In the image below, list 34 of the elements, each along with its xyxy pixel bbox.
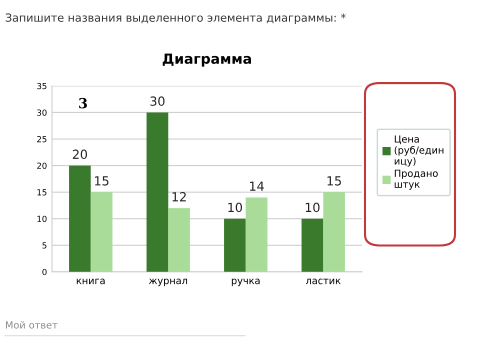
data-label: 15 — [328, 176, 341, 186]
x-tick-label: ручка — [232, 278, 260, 286]
x-tick-label: журнал — [148, 278, 188, 286]
y-tick-label: 20 — [37, 162, 47, 169]
chart-subtitle: Запишите названия выделенного элемента диаграммы: * — [6, 13, 346, 24]
legend-label: Цена (руб/един ицу) — [394, 135, 444, 167]
data-label: 10 — [306, 202, 320, 212]
bar — [302, 218, 324, 272]
data-label: 12 — [172, 192, 186, 202]
bar — [69, 166, 91, 272]
y-tick-label: 5 — [42, 242, 46, 249]
bar — [90, 192, 112, 272]
y-tick-label: 35 — [37, 82, 46, 90]
x-tick-label: ластик — [306, 278, 341, 284]
data-label: 14 — [250, 182, 264, 191]
y-tick-label: 15 — [37, 189, 46, 196]
bar — [246, 197, 268, 272]
bar — [168, 208, 190, 272]
legend-label: Продано штук — [394, 170, 438, 190]
y-tick-label: 10 — [37, 216, 47, 222]
bar — [323, 192, 345, 272]
bar — [146, 112, 168, 272]
y-tick-label: 0 — [42, 268, 47, 276]
bar — [224, 218, 246, 272]
annotation: 3 — [79, 98, 87, 108]
data-label: 10 — [228, 202, 242, 212]
data-label: 15 — [95, 176, 108, 186]
text: Мой ответ — [6, 321, 58, 329]
x-tick-label: книга — [76, 278, 105, 284]
data-label: 20 — [72, 150, 88, 160]
y-tick-label: 30 — [37, 109, 47, 116]
y-tick-label: 25 — [37, 136, 46, 142]
chart-title: Диаграмма — [162, 54, 251, 67]
data-label: 30 — [150, 96, 165, 106]
